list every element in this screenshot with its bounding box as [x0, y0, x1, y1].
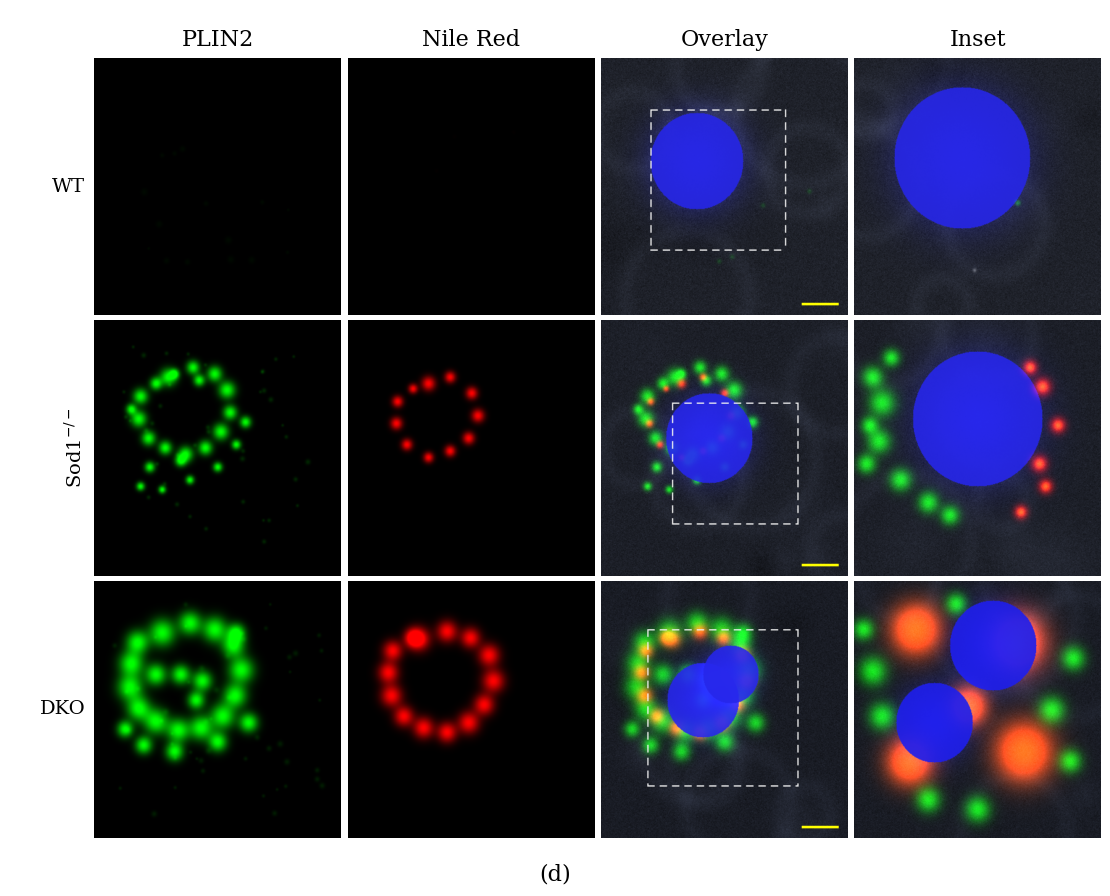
Text: WT: WT [52, 177, 85, 195]
Text: DKO: DKO [40, 701, 85, 719]
Text: (d): (d) [539, 863, 571, 885]
Text: Inset: Inset [949, 29, 1006, 51]
Text: Nile Red: Nile Red [422, 29, 521, 51]
Text: PLIN2: PLIN2 [182, 29, 254, 51]
Text: Overlay: Overlay [680, 29, 768, 51]
Text: Sod1$^{-/-}$: Sod1$^{-/-}$ [63, 408, 85, 488]
